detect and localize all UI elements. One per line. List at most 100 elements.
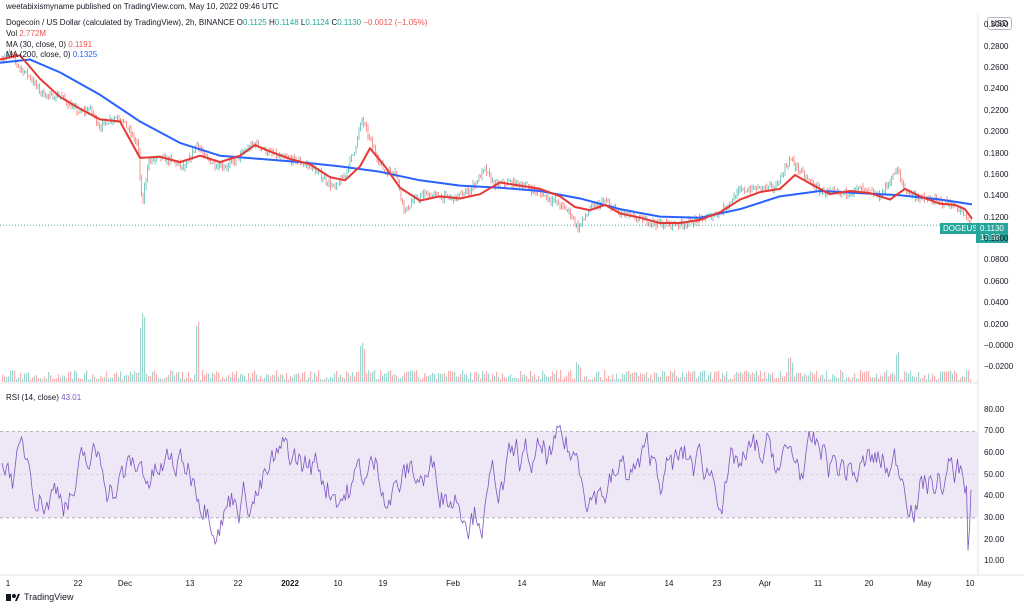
volume-bar (402, 376, 404, 382)
volume-bar (48, 371, 50, 382)
ma30-legend[interactable]: MA (30, close, 0) 0.1191 (6, 40, 93, 49)
volume-bar (904, 371, 906, 382)
volume-bar (890, 373, 892, 382)
volume-bar (680, 377, 682, 382)
volume-bar (46, 378, 48, 382)
volume-bar (614, 379, 616, 382)
volume-bar (114, 373, 116, 382)
volume-bar (948, 371, 950, 382)
volume-bar (132, 374, 134, 382)
volume-bar (520, 370, 522, 382)
volume-bar (454, 371, 456, 382)
volume-bar (884, 372, 886, 382)
volume-bar (50, 375, 52, 382)
volume-bar (366, 373, 368, 382)
price-tick-label: −0.0200 (984, 362, 1014, 372)
volume-bar (560, 370, 562, 382)
volume-bar (214, 374, 216, 382)
volume-bar (616, 373, 618, 382)
volume-bar (112, 377, 114, 382)
volume-bar (14, 370, 16, 382)
volume-bar (202, 370, 204, 382)
volume-bar (256, 374, 258, 382)
volume-bar (900, 379, 902, 382)
volume-bar (458, 376, 460, 382)
volume-bar (218, 372, 220, 382)
volume-bar (876, 373, 878, 382)
volume-bar (254, 370, 256, 382)
volume-bar (320, 378, 322, 382)
volume-bar (610, 379, 612, 382)
volume-bar (358, 371, 360, 382)
volume-bar (608, 375, 610, 382)
ma200-legend[interactable]: MA (200, close, 0) 0.1325 (6, 50, 98, 59)
volume-bar (822, 374, 824, 382)
volume-bar (386, 373, 388, 382)
volume-bar (244, 375, 246, 382)
price-tick-label: 0.1800 (984, 148, 1009, 158)
volume-bar (98, 379, 100, 382)
volume-bar (130, 371, 132, 382)
volume-bar (796, 373, 798, 382)
volume-bar (418, 376, 420, 382)
volume-bar (288, 379, 290, 382)
volume-bar (346, 371, 348, 382)
volume-bar (776, 378, 778, 382)
volume-bar (648, 378, 650, 382)
volume-bar (234, 374, 236, 382)
brand[interactable]: TradingView (6, 592, 74, 602)
volume-bar (964, 376, 966, 382)
volume-bar (390, 370, 392, 382)
currency-button[interactable]: USD (987, 17, 1012, 30)
volume-bar (600, 376, 602, 382)
volume-legend[interactable]: Vol 2.772M (6, 29, 47, 38)
volume-bar (178, 371, 180, 382)
volume-bar (54, 379, 56, 382)
volume-bar (72, 379, 74, 382)
volume-bar (192, 379, 194, 382)
volume-bar (714, 371, 716, 382)
volume-bar (498, 376, 500, 382)
price-tick-label: 0.2400 (984, 84, 1009, 94)
volume-bar (406, 371, 408, 382)
volume-bar (670, 370, 672, 382)
volume-bar (842, 371, 844, 382)
volume-bar (660, 376, 662, 382)
volume-bar (134, 371, 136, 382)
volume-bar (486, 371, 488, 382)
volume-bar (518, 378, 520, 382)
volume-bar (558, 378, 560, 382)
change-value: −0.0012 (−1.05%) (363, 18, 428, 27)
symbol-line[interactable]: Dogecoin / US Dollar (calculated by Trad… (6, 18, 428, 27)
volume-bar (310, 371, 312, 382)
time-tick-label: Apr (758, 579, 772, 588)
price-tick-label: 0.0200 (984, 319, 1009, 329)
volume-bar (562, 379, 564, 382)
rsi-tick-label: 80.00 (984, 404, 1005, 414)
price-tick-label: 0.2200 (984, 105, 1009, 115)
volume-bar (434, 373, 436, 382)
rsi-legend[interactable]: RSI (14, close) 43.01 (6, 393, 82, 402)
volume-bar (864, 372, 866, 382)
volume-bar (938, 378, 940, 382)
volume-bar (516, 377, 518, 382)
volume-bar (186, 377, 188, 382)
volume-bar (736, 372, 738, 382)
volume-bar (788, 358, 790, 382)
volume-bar (794, 376, 796, 382)
volume-bar (676, 375, 678, 382)
time-tick-label: 14 (517, 579, 527, 588)
volume-bar (708, 375, 710, 382)
volume-bar (552, 371, 554, 382)
volume-bar (750, 374, 752, 382)
volume-bar (544, 374, 546, 382)
volume-bar (448, 370, 450, 382)
volume-bar (348, 373, 350, 382)
volume-bar (638, 375, 640, 382)
price-tick-label: 0.2800 (984, 41, 1009, 51)
volume-bar (868, 371, 870, 382)
volume-bar (472, 379, 474, 382)
volume-bar (156, 373, 158, 382)
ma30-line (0, 54, 973, 225)
